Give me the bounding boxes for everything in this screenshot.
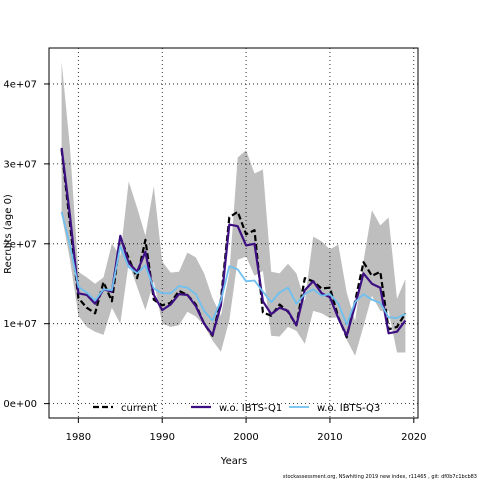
x-tick-label: 1990	[149, 432, 174, 443]
legend-label-2: w.o. IBTS-Q3	[317, 403, 380, 414]
plot-frame	[48, 47, 419, 419]
y-tick-label: 3e+07	[3, 159, 37, 170]
y-tick-label: 0e+00	[3, 399, 37, 410]
x-tick-label: 2020	[401, 432, 426, 443]
confidence-band-layer	[61, 61, 406, 356]
confidence-band	[61, 61, 406, 356]
footer-text: stockassessment.org, NSwhiting 2019 new …	[283, 474, 477, 480]
legend-label-0: current	[121, 403, 157, 414]
series-line-1	[60, 147, 407, 337]
series-layer	[60, 147, 407, 339]
x-tick-label: 2010	[317, 432, 342, 443]
y-tick-label: 2e+07	[3, 239, 37, 250]
y-tick-label: 4e+07	[3, 79, 37, 90]
axis-layer: 1980 1990 2000 2010 2020 0e+00 1e+07 2e+07 3e+07…	[3, 47, 427, 443]
legend-label-1: w.o. IBTS-Q1	[219, 403, 282, 414]
x-axis-title: Years	[220, 456, 247, 467]
x-tick-label: 2000	[233, 432, 258, 443]
y-axis-title: Recruits (age 0)	[3, 194, 14, 274]
x-tick-label: 1980	[66, 432, 91, 443]
legend: current w.o. IBTS-Q1 w.o. IBTS-Q3	[93, 403, 380, 414]
y-tick-label: 1e+07	[3, 319, 37, 330]
series-line-2	[60, 211, 406, 326]
